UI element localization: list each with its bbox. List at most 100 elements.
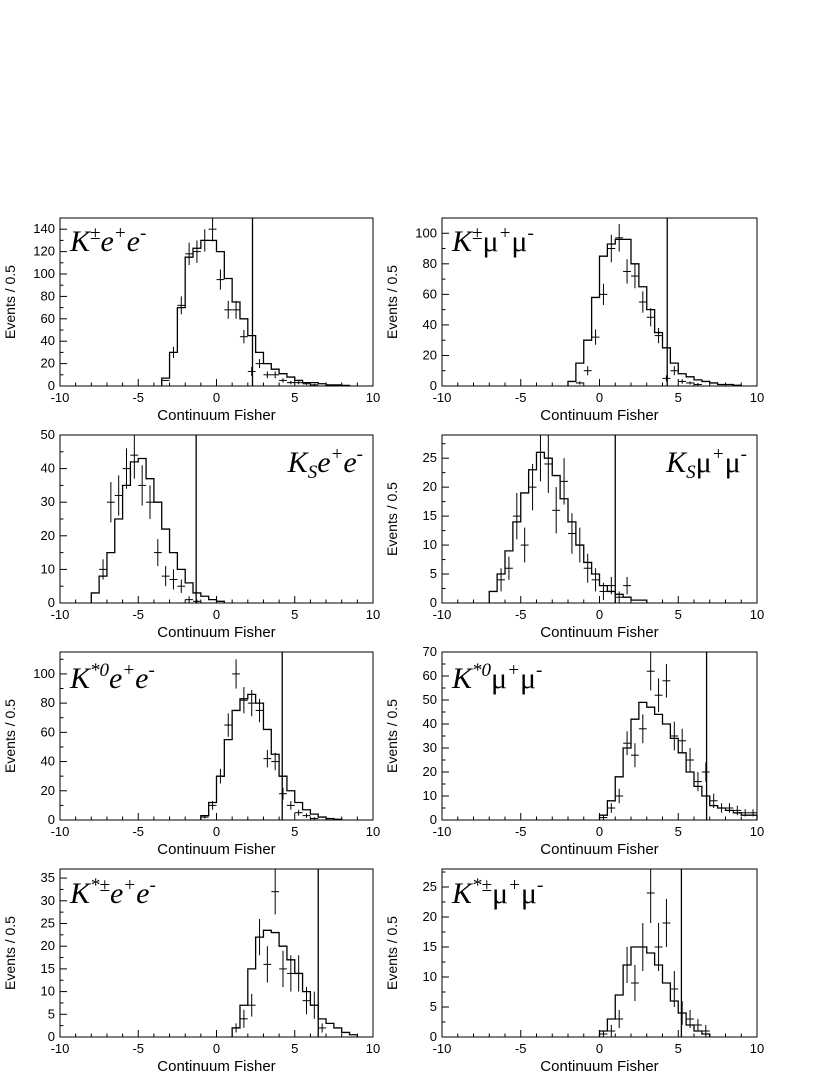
- x-tick-label: 5: [291, 824, 298, 839]
- x-axis-label: Continuum Fisher: [157, 1058, 275, 1075]
- data-point: [286, 801, 295, 810]
- x-tick-label: 0: [596, 607, 603, 622]
- data-point: [646, 652, 655, 691]
- data-point: [247, 993, 256, 1017]
- data-point: [310, 817, 319, 820]
- y-tick-label: 10: [41, 561, 55, 576]
- data-point: [232, 1023, 240, 1033]
- x-axis-label: Continuum Fisher: [157, 841, 275, 858]
- y-axis-label: Events / 0.5: [2, 916, 18, 990]
- y-tick-label: 30: [41, 494, 55, 509]
- y-tick-label: 40: [41, 754, 55, 769]
- data-point: [607, 576, 616, 595]
- y-tick-label: 80: [41, 695, 55, 710]
- y-tick-label: 100: [33, 666, 55, 681]
- x-tick-label: -5: [515, 824, 527, 839]
- data-point: [114, 475, 123, 516]
- data-point: [536, 435, 545, 482]
- panel-8: -10 -5 0 5 10 0 5 10 15 20 25 Continuum Fisher Event…: [384, 868, 764, 1075]
- data-point: [623, 259, 631, 284]
- x-tick-label: -5: [132, 824, 144, 839]
- x-tick-label: 5: [675, 607, 682, 622]
- y-tick-label: 0: [48, 378, 55, 393]
- data-point: [271, 752, 280, 771]
- x-tick-label: -10: [433, 824, 452, 839]
- y-tick-label: 5: [48, 1006, 55, 1021]
- data-point: [239, 1009, 248, 1028]
- data-point: [599, 1031, 608, 1037]
- data-point: [255, 698, 264, 723]
- x-tick-label: -10: [433, 607, 452, 622]
- data-point: [678, 1001, 687, 1025]
- data-point: [263, 946, 272, 983]
- x-tick-label: -5: [515, 1041, 527, 1056]
- histogram-line: [200, 693, 343, 820]
- data-point: [694, 772, 702, 792]
- data-point: [560, 458, 568, 505]
- x-tick-label: -10: [433, 390, 452, 405]
- data-point: [138, 465, 147, 506]
- y-axis-label: Events / 0.5: [384, 916, 400, 990]
- y-tick-label: 0: [430, 378, 437, 393]
- y-tick-label: 0: [48, 595, 55, 610]
- y-tick-label: 5: [430, 566, 437, 581]
- data-point: [599, 283, 608, 306]
- y-tick-label: 10: [41, 984, 55, 999]
- data-point: [646, 308, 655, 327]
- data-point: [512, 492, 521, 540]
- y-tick-label: 25: [423, 879, 437, 894]
- data-point: [520, 527, 529, 563]
- x-tick-label: 0: [596, 390, 603, 405]
- data-point: [599, 815, 608, 820]
- data-point: [263, 749, 272, 768]
- data-point: [279, 378, 287, 383]
- data-point: [200, 229, 209, 252]
- data-point: [575, 381, 584, 385]
- data-point: [224, 713, 233, 737]
- x-axis-label: Continuum Fisher: [540, 1058, 658, 1075]
- x-tick-label: 5: [675, 1041, 682, 1056]
- y-axis-label: Events / 0.5: [2, 265, 18, 339]
- x-tick-label: 0: [213, 824, 220, 839]
- data-point: [599, 582, 608, 601]
- x-tick-label: 0: [213, 607, 220, 622]
- y-tick-label: 30: [423, 740, 437, 755]
- x-tick-label: 0: [213, 390, 220, 405]
- data-point: [106, 482, 115, 523]
- data-point: [271, 371, 280, 379]
- data-point: [286, 955, 295, 992]
- data-point: [193, 599, 201, 603]
- data-point: [552, 487, 561, 534]
- data-point: [662, 664, 671, 698]
- data-point: [286, 380, 295, 385]
- data-point: [670, 971, 679, 1007]
- y-tick-label: 0: [430, 812, 437, 827]
- data-point: [247, 689, 256, 717]
- data-point: [279, 950, 287, 988]
- x-tick-label: 10: [750, 607, 764, 622]
- x-tick-label: 10: [366, 390, 380, 405]
- data-point: [177, 296, 186, 315]
- y-tick-label: 35: [41, 870, 55, 885]
- x-tick-label: -10: [51, 390, 70, 405]
- data-point: [146, 485, 154, 519]
- data-point: [654, 678, 663, 712]
- panel-title: KSe+e-: [287, 444, 363, 483]
- data-point: [224, 300, 233, 319]
- y-tick-label: 60: [423, 286, 437, 301]
- panel-3: -10 -5 0 5 10 0 10 20 30 40 50 Continuum Fisher KSe+…: [41, 427, 381, 641]
- x-tick-label: 5: [291, 607, 298, 622]
- y-axis-label: Events / 0.5: [384, 482, 400, 556]
- data-point: [294, 809, 303, 816]
- histogram-line: [90, 457, 225, 603]
- data-point: [638, 714, 647, 744]
- data-point: [177, 579, 186, 593]
- y-tick-label: 60: [41, 724, 55, 739]
- data-point: [528, 463, 537, 511]
- data-point: [631, 263, 639, 289]
- data-point: [709, 793, 718, 808]
- data-point: [271, 869, 280, 915]
- data-point: [686, 381, 694, 385]
- panel-title: K±μ+μ-: [451, 223, 534, 258]
